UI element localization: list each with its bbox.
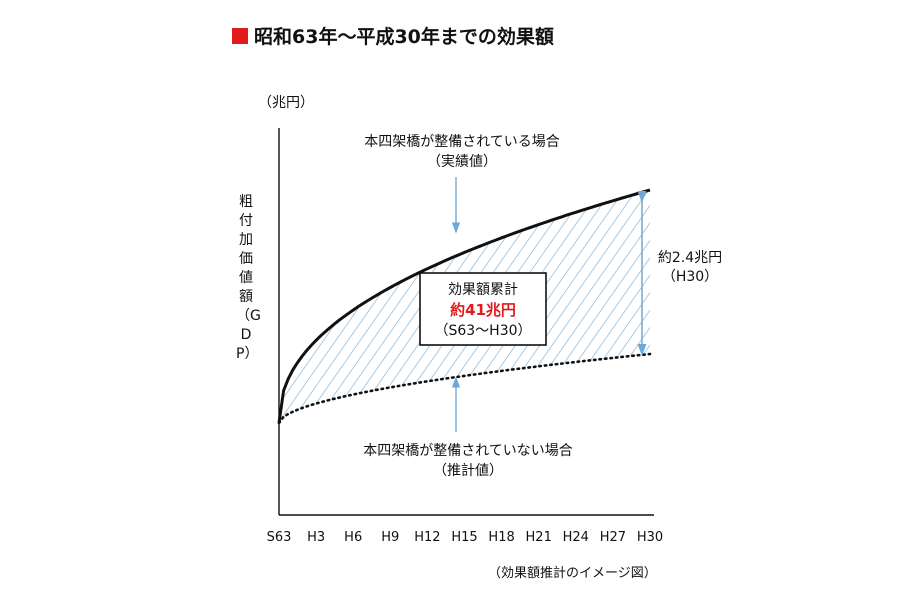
- chart-caption: （効果額推計のイメージ図）: [488, 566, 657, 581]
- x-tick-label: H24: [563, 530, 589, 545]
- series-line-without-bridges: [277, 352, 652, 425]
- chart-title-text: 昭和63年～平成30年までの効果額: [254, 26, 554, 48]
- x-tick-label: H18: [488, 530, 514, 545]
- series-sub-without-bridges: （推計値）: [433, 463, 503, 479]
- x-tick-label: H30: [637, 530, 663, 545]
- x-tick-label: S63: [267, 530, 292, 545]
- x-tick-label: H27: [600, 530, 626, 545]
- y-axis-label: 粗付加価値額（GDP）: [236, 194, 261, 362]
- x-tick-label: H12: [414, 530, 440, 545]
- y-axis-unit: （兆円）: [258, 95, 314, 111]
- x-tick-label: H21: [526, 530, 552, 545]
- gap-label: 約2.4兆円: [658, 250, 722, 266]
- x-tick-label: H6: [344, 530, 362, 545]
- x-tick-label: H9: [381, 530, 399, 545]
- series-label-without-bridges: 本四架橋が整備されていない場合: [363, 443, 573, 459]
- series-label-with-bridges: 本四架橋が整備されている場合: [364, 134, 560, 150]
- gap-sub-label: （H30）: [662, 269, 718, 285]
- series-sub-with-bridges: （実績値）: [427, 154, 497, 170]
- effect-total-period: （S63～H30）: [434, 323, 531, 339]
- effect-total-heading: 効果額累計: [448, 282, 518, 298]
- series-line-with-bridges: [277, 188, 651, 424]
- chart-title: 昭和63年～平成30年までの効果額: [232, 22, 554, 49]
- x-tick-label: H15: [451, 530, 477, 545]
- effect-total-box: [419, 272, 547, 346]
- title-marker-icon: [232, 27, 248, 44]
- effect-total-value: 約41兆円: [450, 301, 516, 319]
- x-tick-label: H3: [307, 530, 325, 545]
